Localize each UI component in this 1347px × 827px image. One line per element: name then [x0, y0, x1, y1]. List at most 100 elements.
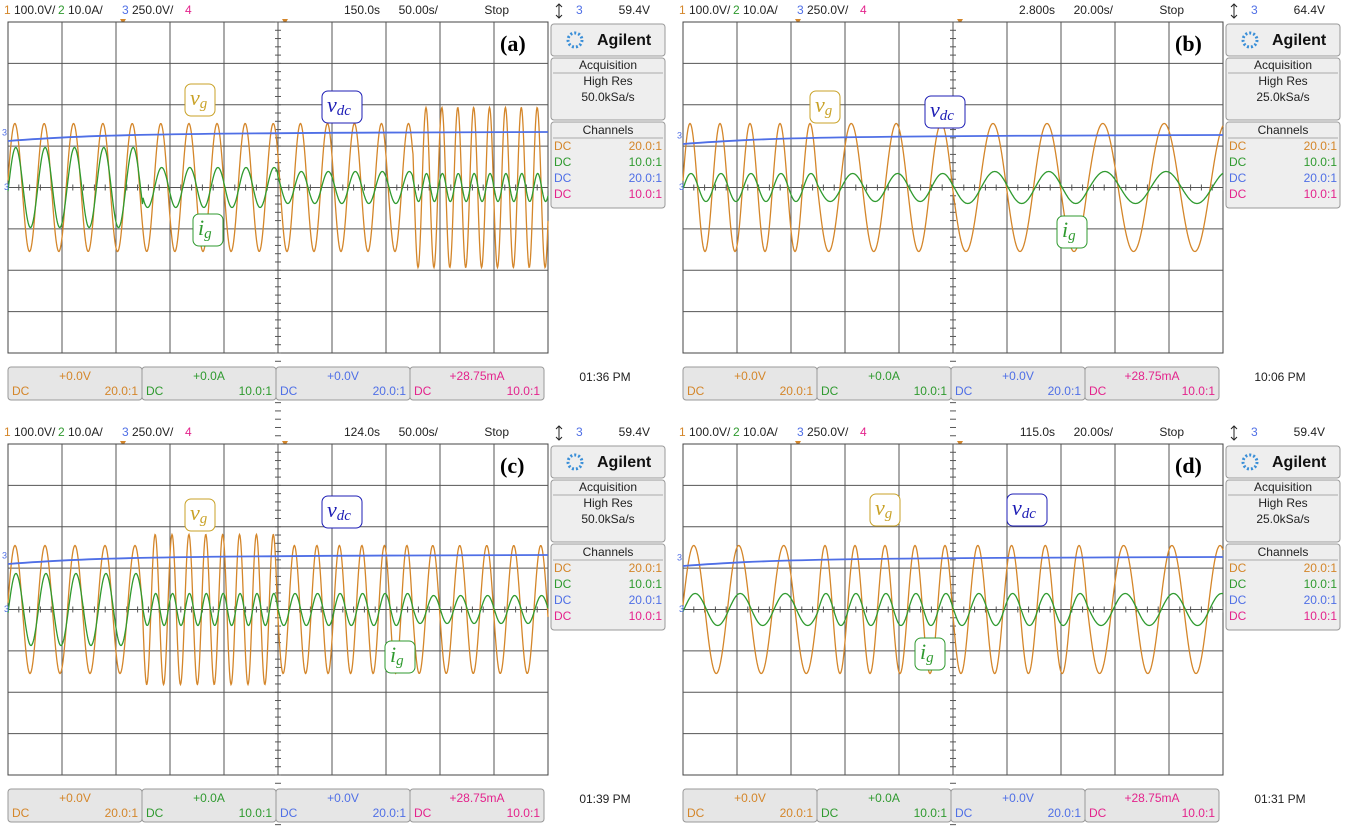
header-text: 100.0V/ [689, 425, 731, 439]
channel-probe: 10.0:1 [507, 806, 541, 820]
annotation-main: v [1012, 495, 1022, 520]
delay: 124.0s [344, 425, 380, 439]
channel-coupling: DC [554, 593, 572, 607]
header-text: 250.0V/ [807, 3, 849, 17]
channel-probe: 20.0:1 [1304, 139, 1338, 153]
header-text: 3 [122, 425, 129, 439]
sample-rate: 25.0kSa/s [1256, 90, 1309, 104]
delay: 2.800s [1019, 3, 1055, 17]
delay: 150.0s [344, 3, 380, 17]
header-text: 250.0V/ [807, 425, 849, 439]
annotation-sub: dc [940, 108, 955, 124]
brand: Agilent [597, 454, 652, 471]
channel-probe: 20.0:1 [1048, 384, 1082, 398]
channel-coupling: DC [1229, 609, 1247, 623]
channel-marker: 3 [677, 552, 682, 562]
annotation-main: v [327, 497, 337, 522]
channel-offset: +0.0V [59, 791, 91, 805]
channel-marker: 3 [679, 182, 684, 192]
channel-probe: 10.0:1 [1304, 609, 1338, 623]
acquisition-title: Acquisition [1254, 480, 1312, 494]
trigger-level: 64.4V [1294, 3, 1325, 17]
annotation-main: v [875, 495, 885, 520]
channel-probe: 10.0:1 [914, 384, 948, 398]
annotation-main: v [815, 92, 825, 117]
channel-offset: +0.0V [734, 791, 766, 805]
channel-probe: 10.0:1 [1182, 384, 1216, 398]
channel-probe: 20.0:1 [105, 384, 139, 398]
channel-marker: 3 [679, 604, 684, 614]
channel-coupling: DC [1229, 187, 1247, 201]
channel-coupling: DC [554, 561, 572, 575]
channel-coupling: DC [280, 384, 298, 398]
trigger-level: 59.4V [619, 425, 650, 439]
trigger-icon [1231, 426, 1237, 440]
channel-coupling: DC [1229, 593, 1247, 607]
channel-coupling: DC [821, 384, 839, 398]
header-text: 100.0V/ [14, 425, 56, 439]
channel-probe: 10.0:1 [507, 384, 541, 398]
annotation-sub: g [1068, 228, 1076, 244]
trigger-icon [556, 426, 562, 440]
channel-probe: 10.0:1 [629, 577, 663, 591]
channel-probe: 20.0:1 [1304, 171, 1338, 185]
channels-title: Channels [583, 545, 634, 559]
channel-probe: 10.0:1 [1182, 806, 1216, 820]
trigger-channel: 3 [576, 425, 583, 439]
channel-offset: +28.75mA [1124, 791, 1179, 805]
acquisition-mode: High Res [583, 496, 632, 510]
channel-coupling: DC [414, 806, 432, 820]
channel-probe: 20.0:1 [629, 561, 663, 575]
channel-probe: 10.0:1 [1304, 187, 1338, 201]
channel-offset: +0.0V [1002, 369, 1034, 383]
channel-coupling: DC [1089, 806, 1107, 820]
channel-offset: +28.75mA [449, 369, 504, 383]
channel-probe: 10.0:1 [1304, 577, 1338, 591]
header-text: 2 [733, 425, 740, 439]
sample-rate: 50.0kSa/s [581, 512, 634, 526]
channel-coupling: DC [1229, 171, 1247, 185]
trigger-channel: 3 [1251, 3, 1258, 17]
channel-coupling: DC [554, 187, 572, 201]
channel-coupling: DC [554, 171, 572, 185]
trigger-channel: 3 [1251, 425, 1258, 439]
header-text: 3 [797, 425, 804, 439]
channel-coupling: DC [146, 806, 164, 820]
trigger-icon [1231, 4, 1237, 18]
channel-coupling: DC [1229, 155, 1247, 169]
panel-label: (a) [500, 31, 526, 56]
panel-label: (c) [500, 453, 524, 478]
channel-probe: 20.0:1 [629, 139, 663, 153]
annotation-main: v [930, 97, 940, 122]
channel-offset: +0.0A [868, 791, 900, 805]
channel-coupling: DC [687, 806, 705, 820]
channel-coupling: DC [1089, 384, 1107, 398]
channel-marker: 3 [677, 130, 682, 140]
channel-probe: 20.0:1 [629, 171, 663, 185]
channel-probe: 20.0:1 [373, 384, 407, 398]
header-text: 1 [679, 3, 686, 17]
channel-probe: 20.0:1 [629, 593, 663, 607]
annotation-sub: g [926, 650, 934, 666]
header-text: 4 [860, 3, 867, 17]
timebase: 20.00s/ [1074, 425, 1114, 439]
channel-probe: 20.0:1 [780, 806, 814, 820]
trigger-level: 59.4V [1294, 425, 1325, 439]
channel-probe: 20.0:1 [373, 806, 407, 820]
channel-offset: +0.0V [59, 369, 91, 383]
channel-offset: +0.0V [1002, 791, 1034, 805]
channel-offset: +0.0V [327, 369, 359, 383]
brand: Agilent [1272, 454, 1327, 471]
clock: 10:06 PM [1254, 370, 1305, 384]
clock: 01:39 PM [579, 792, 630, 806]
trigger-level: 59.4V [619, 3, 650, 17]
header-text: 2 [58, 3, 65, 17]
channel-coupling: DC [955, 806, 973, 820]
channel-probe: 10.0:1 [629, 609, 663, 623]
scope-panel: 1100.0V/210.0A/3250.0V/4115.0s20.00s/Sto… [677, 425, 1340, 827]
annotation-sub: g [200, 96, 208, 112]
delay: 115.0s [1020, 425, 1055, 439]
